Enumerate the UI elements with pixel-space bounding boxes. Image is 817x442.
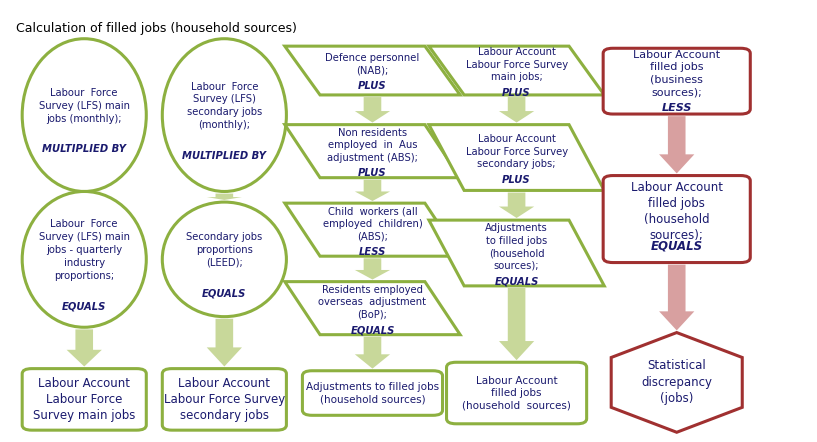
Text: EQUALS: EQUALS [62,302,106,312]
FancyBboxPatch shape [302,371,443,415]
Polygon shape [285,282,460,335]
Text: LESS: LESS [662,103,692,113]
Polygon shape [499,97,534,122]
Polygon shape [499,193,534,218]
Polygon shape [285,203,460,256]
Text: Residents employed
overseas  adjustment
(BoP);: Residents employed overseas adjustment (… [319,285,426,320]
Text: Labour  Force
Survey (LFS) main
jobs (monthly);: Labour Force Survey (LFS) main jobs (mon… [38,88,130,124]
Polygon shape [207,319,242,366]
Text: MULTIPLIED BY: MULTIPLIED BY [42,144,127,154]
Ellipse shape [22,191,146,327]
Text: Labour Account
Labour Force Survey
secondary jobs: Labour Account Labour Force Survey secon… [163,377,285,422]
FancyBboxPatch shape [22,369,146,430]
Polygon shape [355,337,390,369]
Polygon shape [611,332,743,432]
Polygon shape [429,125,605,191]
Text: Labour Account
Labour Force Survey
main jobs;: Labour Account Labour Force Survey main … [466,47,568,82]
Polygon shape [67,189,102,194]
Text: Labour  Force
Survey (LFS)
secondary jobs
(monthly);: Labour Force Survey (LFS) secondary jobs… [187,82,262,130]
Polygon shape [659,116,694,173]
Polygon shape [67,329,102,366]
Ellipse shape [22,39,146,191]
Text: Labour Account
filled jobs
(household  sources): Labour Account filled jobs (household so… [462,376,571,411]
FancyBboxPatch shape [447,362,587,424]
Text: LESS: LESS [359,247,386,257]
Text: Labour Account
filled jobs
(household
sources);: Labour Account filled jobs (household so… [631,181,723,242]
FancyBboxPatch shape [603,175,750,263]
Polygon shape [355,97,390,122]
Text: EQUALS: EQUALS [494,276,538,286]
Text: EQUALS: EQUALS [350,325,395,335]
Polygon shape [355,180,390,201]
FancyBboxPatch shape [603,48,750,114]
Polygon shape [355,258,390,279]
Text: EQUALS: EQUALS [202,288,247,298]
Text: Adjustments to filled jobs
(household sources): Adjustments to filled jobs (household so… [306,382,439,404]
Polygon shape [659,265,694,331]
Ellipse shape [163,39,287,191]
Polygon shape [285,46,460,95]
Polygon shape [499,288,534,360]
Text: Statistical
discrepancy
(jobs): Statistical discrepancy (jobs) [641,359,712,405]
Polygon shape [429,46,605,95]
Text: PLUS: PLUS [358,168,386,178]
Text: Defence personnel
(NAB);: Defence personnel (NAB); [325,53,420,76]
Text: Calculation of filled jobs (household sources): Calculation of filled jobs (household so… [16,22,297,35]
Text: MULTIPLIED BY: MULTIPLIED BY [182,151,266,161]
Polygon shape [429,220,605,286]
Text: Labour  Force
Survey (LFS) main
jobs - quarterly
industry
proportions;: Labour Force Survey (LFS) main jobs - qu… [38,219,130,281]
Text: Labour Account
Labour Force
Survey main jobs: Labour Account Labour Force Survey main … [33,377,136,422]
Ellipse shape [163,202,287,316]
Text: Secondary jobs
proportions
(LEED);: Secondary jobs proportions (LEED); [186,232,262,268]
Text: Child  workers (all
employed  children)
(ABS);: Child workers (all employed children) (A… [323,206,422,241]
Text: Adjustments
to filled jobs
(household
sources);: Adjustments to filled jobs (household so… [485,224,548,271]
Text: PLUS: PLUS [358,81,386,91]
Text: Labour Account
Labour Force Survey
secondary jobs;: Labour Account Labour Force Survey secon… [466,134,568,169]
Polygon shape [207,194,242,200]
Text: PLUS: PLUS [502,175,531,185]
FancyBboxPatch shape [163,369,287,430]
Text: EQUALS: EQUALS [650,240,703,253]
Text: PLUS: PLUS [502,88,531,98]
Text: Labour Account
filled jobs
(business
sources);: Labour Account filled jobs (business sou… [633,50,721,97]
Polygon shape [285,125,460,178]
Text: Non residents
employed  in  Aus
adjustment (ABS);: Non residents employed in Aus adjustment… [327,128,418,163]
